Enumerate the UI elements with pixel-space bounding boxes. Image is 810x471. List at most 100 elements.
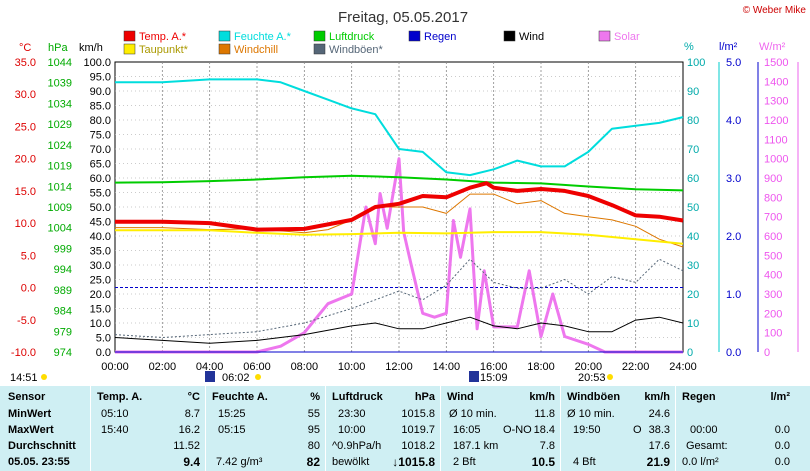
humidity-absolute: 7.42 g/m³ <box>216 456 263 468</box>
humidity-tick-label: 90 <box>687 86 699 98</box>
wind-tick-label: 85.0 <box>90 101 111 113</box>
rain-tick-label: 5.0 <box>726 57 741 69</box>
sensor-header: Sensor <box>8 391 46 403</box>
sun-icon <box>41 374 47 380</box>
sunrise-label: 06:02 <box>222 372 250 384</box>
humidity-min-time: 15:25 <box>218 408 246 420</box>
solar-tick-label: 0 <box>764 347 770 359</box>
pressure-min-value: 1015.8 <box>401 408 435 420</box>
legend-swatch <box>313 43 326 55</box>
wind-unit: km/h <box>529 391 555 403</box>
humidity-tick-label: 10 <box>687 318 699 330</box>
solar-tick-label: 600 <box>764 231 782 243</box>
pressure-column: Luftdruck hPa 23:30 1015.8 10:00 1019.7 ^0.… <box>325 386 441 471</box>
pressure-tick-label: 974 <box>54 347 72 359</box>
rain-max-value: 0.0 <box>774 424 790 436</box>
pressure-tick-label: 994 <box>54 264 72 276</box>
pressure-min-time: 23:30 <box>338 408 366 420</box>
rain-current-value: 0.0 <box>774 456 790 468</box>
wind-max-direction: O-NO <box>503 424 532 436</box>
wind-tick-label: 15.0 <box>90 304 111 316</box>
legend-label: Regen <box>424 31 456 43</box>
temp-tick-label: -10.0 <box>11 347 36 359</box>
rain-tick-label: 4.0 <box>726 115 741 127</box>
pressure-tick-label: 1004 <box>48 223 72 235</box>
row-label-avg: Durchschnitt <box>8 440 76 452</box>
gusts-current-value: 21.9 <box>646 455 670 469</box>
solar-tick-label: 1400 <box>764 76 788 88</box>
humidity-max-time: 05:15 <box>218 424 246 436</box>
wind-tick-label: 40.0 <box>90 231 111 243</box>
x-tick-label: 14:00 <box>433 361 461 373</box>
pressure-tick-label: 979 <box>54 326 72 338</box>
sun-icon <box>255 374 261 380</box>
temp-min-time: 05:10 <box>101 408 129 420</box>
legend-label: Feuchte A.* <box>234 31 292 43</box>
wind-tick-label: 55.0 <box>90 188 111 200</box>
wind-current-value: 10.5 <box>531 455 555 469</box>
legend-swatch <box>503 30 516 42</box>
temp-header: Temp. A. <box>97 391 143 403</box>
legend-label: Windböen* <box>329 44 384 56</box>
rain-max-time: 00:00 <box>690 424 718 436</box>
marker-time-label: 15:09 <box>480 372 508 384</box>
pressure-axis-label: hPa <box>48 42 68 54</box>
temp-unit: °C <box>187 391 200 403</box>
x-tick-label: 24:00 <box>669 361 697 373</box>
humidity-tick-label: 40 <box>687 231 699 243</box>
solar-tick-label: 1100 <box>764 134 788 146</box>
rain-unit: l/m² <box>770 391 790 403</box>
sun-icon <box>607 374 613 380</box>
x-tick-label: 20:00 <box>575 361 603 373</box>
wind-avg10-label: Ø 10 min. <box>449 408 497 420</box>
humidity-max-value: 95 <box>307 424 320 436</box>
series-line-solar <box>115 157 683 354</box>
x-tick-label: 04:00 <box>196 361 224 373</box>
wind-axis-label: km/h <box>79 42 103 54</box>
solar-tick-label: 900 <box>764 173 782 185</box>
pressure-avg-value: 1018.2 <box>401 440 435 452</box>
temp-current-value: 9.4 <box>183 455 200 469</box>
humidity-tick-label: 80 <box>687 115 699 127</box>
pressure-tick-label: 1024 <box>48 140 72 152</box>
x-tick-label: 08:00 <box>291 361 319 373</box>
pressure-trend: ^0.9hPa/h <box>332 440 382 452</box>
legend-label: Wind <box>519 31 544 43</box>
pressure-tick-label: 999 <box>54 243 72 255</box>
x-tick-label: 12:00 <box>385 361 413 373</box>
legend-label: Windchill <box>234 44 278 56</box>
pressure-current-value: ↓1015.8 <box>392 455 435 469</box>
sunset-label: 20:53 <box>578 372 606 384</box>
wind-tick-label: 65.0 <box>90 159 111 171</box>
humidity-avg-value: 80 <box>307 440 320 452</box>
wind-tick-label: 95.0 <box>90 72 111 84</box>
wind-max-time: 16:05 <box>453 424 481 436</box>
pressure-header: Luftdruck <box>332 391 383 403</box>
credit-label: © Weber Mike <box>743 5 807 16</box>
rain-rate: 0.0 l/m² <box>682 456 719 468</box>
pressure-tick-label: 1039 <box>48 78 72 90</box>
gusts-max-value: 38.3 <box>648 424 670 436</box>
wind-tick-label: 100.0 <box>83 57 111 69</box>
time-left-label: 14:51 <box>10 372 38 384</box>
solar-tick-label: 100 <box>764 328 782 340</box>
gusts-avg10-value: 24.6 <box>648 408 670 420</box>
rain-tick-label: 2.0 <box>726 231 741 243</box>
humidity-tick-label: 0 <box>687 347 693 359</box>
wind-tick-label: 75.0 <box>90 130 111 142</box>
rain-tick-label: 0.0 <box>726 347 741 359</box>
solar-tick-label: 1000 <box>764 154 788 166</box>
temp-tick-label: 20.0 <box>15 154 36 166</box>
wind-beaufort: 2 Bft <box>453 456 476 468</box>
humidity-tick-label: 60 <box>687 173 699 185</box>
wind-run: 187.1 km <box>453 440 499 452</box>
wind-tick-label: 35.0 <box>90 246 111 258</box>
wind-max-value: 18.4 <box>533 424 555 436</box>
gusts-column: Windböen km/h Ø 10 min. 24.6 19:50 O 38.3 17… <box>560 386 676 471</box>
pressure-unit: hPa <box>414 391 435 403</box>
pressure-forecast: bewölkt <box>332 456 370 468</box>
gusts-avg10-label: Ø 10 min. <box>567 408 615 420</box>
gusts-max-time: 19:50 <box>573 424 601 436</box>
solar-tick-label: 1300 <box>764 96 788 108</box>
x-tick-label: 00:00 <box>101 361 129 373</box>
